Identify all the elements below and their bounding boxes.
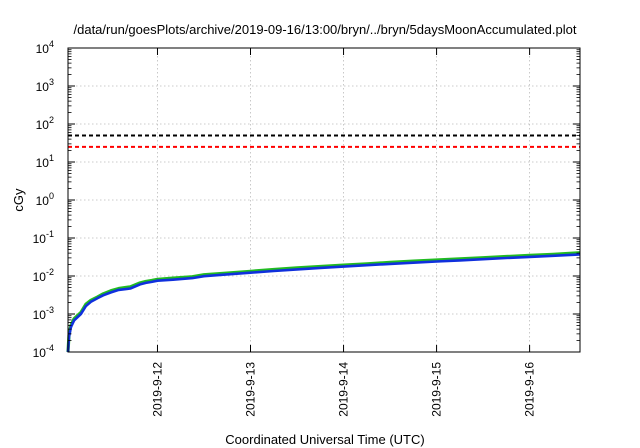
- y-tick-label: 10-4: [33, 343, 54, 360]
- x-tick-labels: 2019-9-12 2019-9-13 2019-9-14 2019-9-15 2019…: [150, 362, 536, 417]
- reference-lines: [68, 134, 580, 148]
- x-tick-label: 2019-9-16: [523, 362, 537, 417]
- y-tick-label: 10-2: [33, 267, 54, 284]
- y-tick-label: 102: [36, 115, 54, 132]
- axis-ticks: [68, 47, 580, 353]
- chart-title: /data/run/goesPlots/archive/2019-09-16/1…: [74, 22, 577, 37]
- y-tick-label: 104: [36, 39, 54, 56]
- y-tick-label: 10-3: [33, 305, 54, 322]
- x-tick-label: 2019-9-12: [150, 362, 164, 417]
- x-tick-label: 2019-9-15: [430, 362, 444, 417]
- y-tick-label: 103: [36, 77, 54, 94]
- series-line: [66, 253, 581, 353]
- y-tick-labels: 10-4 10-3 10-2 10-1 100 101 102 103 104: [33, 39, 54, 360]
- grid: [68, 48, 580, 352]
- x-tick-label: 2019-9-13: [244, 362, 258, 417]
- y-tick-label: 10-1: [33, 229, 54, 246]
- y-tick-label: 100: [36, 191, 54, 208]
- x-tick-label: 2019-9-14: [337, 362, 351, 417]
- series-lines: [66, 251, 581, 353]
- y-tick-label: 101: [36, 153, 54, 170]
- y-axis-label: cGy: [11, 188, 26, 212]
- x-axis-label: Coordinated Universal Time (UTC): [225, 432, 424, 447]
